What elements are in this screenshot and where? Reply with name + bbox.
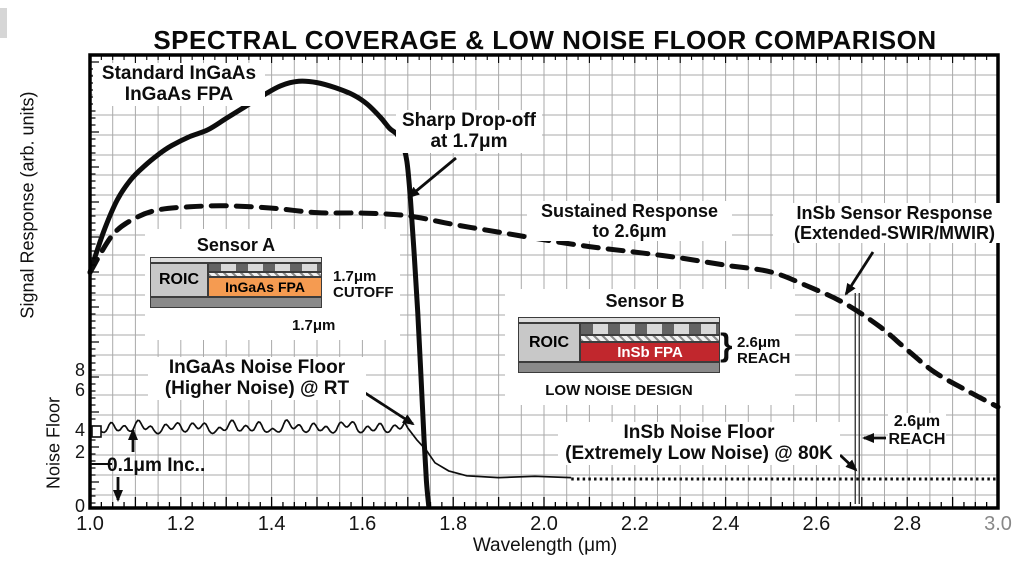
sensor-a-substrate: [150, 297, 322, 308]
annotation-line: 2.6μm: [893, 413, 941, 430]
annotation-line: 0.1μm Inc..: [107, 455, 206, 476]
annotation-line: (Extended-SWIR/MWIR): [794, 223, 995, 244]
sensor-b-top-layer: [518, 317, 720, 323]
annotation-line: InGaAs Noise Floor: [168, 357, 346, 378]
sensor-b-hatch-layer: [580, 335, 720, 342]
sensor-b-brace: }: [720, 327, 733, 363]
sensor-b-bump-bonds: [580, 323, 720, 335]
y-axis-label-signal: Signal Response (arb. units): [17, 91, 38, 319]
annotation-line: (Extremely Low Noise) @ 80K: [565, 443, 833, 465]
x-axis-label: Wavelength (μm): [472, 535, 618, 556]
svg-text:1.8: 1.8: [439, 513, 467, 535]
annotation-insb-noise-floor: InSb Noise Floor (Extremely Low Noise) @…: [558, 422, 840, 465]
annotation-line: REACH: [888, 430, 946, 448]
y-axis-label-noise: Noise Floor: [43, 396, 64, 490]
annotation-line: Sharp Drop-off: [401, 110, 537, 131]
svg-text:6: 6: [75, 380, 85, 400]
sensor-a-wavelength-label: 1.7μm: [292, 317, 336, 334]
annotation-line: InGaAs FPA: [124, 84, 234, 106]
annotation-line: 2.6μm: [737, 334, 781, 351]
sensor-b-inset: Sensor B ROIC InSb FPA } 2.6μm REACH LOW…: [505, 289, 795, 405]
annotation-increment: 0.1μm Inc..: [107, 455, 205, 476]
svg-text:2: 2: [75, 442, 85, 462]
svg-text:2.0: 2.0: [530, 513, 558, 535]
sensor-a-bump-bonds: [208, 263, 322, 272]
sensor-b-title: Sensor B: [605, 291, 685, 311]
annotation-reach-marker: 2.6μm REACH: [888, 413, 946, 449]
svg-text:1.0: 1.0: [76, 513, 104, 535]
svg-text:1.6: 1.6: [348, 513, 376, 535]
annotation-insb-response: InSb Sensor Response (Extended-SWIR/MWIR…: [773, 203, 1016, 244]
svg-text:2.8: 2.8: [893, 513, 921, 535]
sensor-a-top-layer: [150, 257, 322, 263]
sensor-a-title: Sensor A: [196, 235, 276, 255]
sensor-b-substrate: [518, 362, 720, 373]
annotation-standard-ingaas: Standard InGaAs InGaAs FPA: [93, 63, 265, 106]
svg-text:3.0: 3.0: [984, 513, 1012, 535]
sensor-a-roic-block: ROIC: [150, 263, 208, 297]
sensor-a-inset: Sensor A ROIC InGaAs FPA 1.7μm CUTOFF 1.…: [145, 229, 400, 340]
annotation-line: REACH: [737, 349, 791, 367]
annotation-line: Standard InGaAs: [101, 63, 257, 84]
annotation-ingaas-noise-floor: InGaAs Noise Floor (Higher Noise) @ RT: [148, 357, 366, 400]
svg-text:2.2: 2.2: [621, 513, 649, 535]
annotation-sharp-dropoff: Sharp Drop-off at 1.7μm: [396, 110, 542, 153]
annotation-line: to 2.6μm: [592, 221, 667, 242]
sensor-b-caption: LOW NOISE DESIGN: [545, 382, 693, 399]
svg-text:8: 8: [75, 360, 85, 380]
annotation-line: CUTOFF: [333, 283, 394, 301]
sensor-a-fpa-block: InGaAs FPA: [208, 277, 322, 297]
annotation-line: InSb Sensor Response: [796, 203, 993, 223]
svg-text:2.6: 2.6: [802, 513, 830, 535]
chart-title: SPECTRAL COVERAGE & LOW NOISE FLOOR COMP…: [153, 25, 937, 56]
svg-text:2.4: 2.4: [712, 513, 740, 535]
sensor-b-fpa-block: InSb FPA: [580, 342, 720, 362]
annotation-line: 1.7μm: [333, 268, 377, 285]
svg-text:1.2: 1.2: [167, 513, 195, 535]
annotation-line: (Higher Noise) @ RT: [164, 378, 350, 400]
screen-edge-artifact: [0, 8, 7, 38]
annotation-sustained-response: Sustained Response to 2.6μm: [527, 201, 732, 242]
svg-text:0: 0: [75, 496, 85, 516]
sensor-a-cutoff-label: 1.7μm CUTOFF: [333, 269, 394, 301]
sensor-b-reach-label: 2.6μm REACH: [737, 335, 790, 367]
svg-text:1.4: 1.4: [258, 513, 286, 535]
annotation-line: at 1.7μm: [430, 131, 508, 153]
sensor-a-hatch-layer: [208, 272, 322, 277]
annotation-line: Sustained Response: [540, 201, 719, 221]
svg-text:4: 4: [75, 420, 85, 440]
annotation-line: InSb Noise Floor: [623, 422, 775, 443]
sensor-b-roic-block: ROIC: [518, 323, 580, 362]
